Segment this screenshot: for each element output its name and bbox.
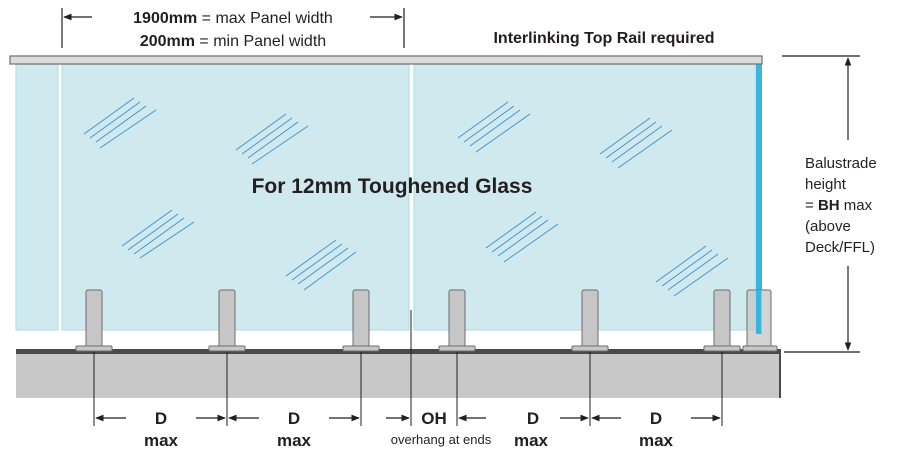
- spacing-label-top: D: [288, 409, 300, 428]
- spigot-post: [571, 289, 609, 352]
- min-panel-width-note: 200mm = min Panel width: [140, 33, 326, 50]
- glass-label: For 12mm Toughened Glass: [252, 175, 533, 198]
- height-note-line: height: [805, 176, 847, 193]
- height-note-line: Balustrade: [805, 155, 877, 172]
- deck-slab: [16, 352, 780, 398]
- height-dimension: [782, 55, 860, 353]
- spigot-post: [438, 289, 476, 352]
- spacing-label-top: D: [527, 409, 539, 428]
- max-panel-width-note: 1900mm = max Panel width: [133, 10, 333, 27]
- height-note-line: (above: [805, 218, 851, 235]
- overhang-label-bottom: overhang at ends: [391, 432, 492, 447]
- top-rail: [9, 55, 763, 65]
- spacing-label-bottom: max: [277, 431, 312, 450]
- spigot-post: [703, 289, 741, 352]
- height-note: Balustrade height = BH max (above Deck/F…: [805, 155, 877, 256]
- top-rail-note: Interlinking Top Rail required: [493, 30, 714, 47]
- spigot-posts: [75, 289, 778, 352]
- height-note-line: = BH max: [805, 197, 873, 214]
- spigot-post: [75, 289, 113, 352]
- spacing-extension-lines: [93, 310, 723, 426]
- glass-panels: [15, 63, 762, 334]
- end-glass-edge-lower: [756, 290, 761, 334]
- spacing-label-bottom: max: [514, 431, 549, 450]
- panel-width-dimension: [61, 8, 405, 48]
- height-note-line: Deck/FFL): [805, 239, 875, 256]
- spacing-label-top: D: [155, 409, 167, 428]
- overhang-label-top: OH: [421, 409, 447, 428]
- glass-panel-2: [413, 63, 757, 331]
- glass-panel-left-partial: [15, 63, 59, 331]
- spigot-post: [208, 289, 246, 352]
- spacing-label-bottom: max: [639, 431, 674, 450]
- spacing-label-top: D: [650, 409, 662, 428]
- glass-reflections: [83, 97, 729, 297]
- spacing-labels: D max D max OH overhang at ends D max D …: [144, 409, 674, 450]
- spigot-post: [342, 289, 380, 352]
- glass-edge-highlight: [756, 64, 762, 334]
- spacing-label-bottom: max: [144, 431, 179, 450]
- deck-surface: [16, 349, 780, 354]
